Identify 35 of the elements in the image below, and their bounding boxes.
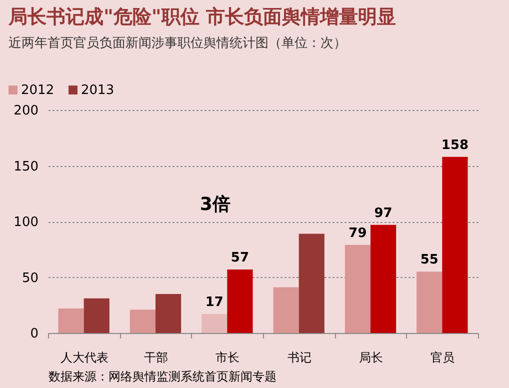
bar — [202, 314, 228, 333]
x-tick-label: 人大代表 — [60, 350, 108, 364]
data-label: 97 — [374, 206, 392, 221]
bar — [58, 308, 84, 333]
data-label: 17 — [205, 295, 224, 310]
x-tick-label: 局长 — [359, 350, 383, 364]
bar — [298, 234, 324, 333]
bar — [273, 287, 299, 333]
legend-label: 2013 — [81, 83, 114, 98]
bar — [84, 298, 110, 333]
legend-label: 2012 — [21, 83, 54, 98]
source-note: 数据来源：网络舆情监测系统首页新闻专题 — [48, 370, 276, 384]
chart-title: 局长书记成"危险"职位 市长负面舆情增量明显 — [8, 6, 396, 28]
data-label: 57 — [230, 250, 250, 266]
bar — [156, 294, 182, 333]
bar — [370, 224, 396, 333]
x-tick-label: 书记 — [287, 350, 312, 364]
data-label: 79 — [348, 226, 367, 241]
x-tick-label: 官员 — [430, 350, 455, 364]
data-label: 55 — [420, 252, 438, 268]
annotation: 3倍 — [200, 194, 230, 215]
data-label: 158 — [441, 138, 469, 153]
chart-subtitle: 近两年首页官员负面新闻涉事职位舆情统计图（单位：次） — [8, 35, 347, 51]
bar — [416, 272, 442, 333]
x-tick-label: 干部 — [144, 350, 168, 364]
y-tick-label: 50 — [22, 270, 38, 286]
y-tick-label: 0 — [30, 326, 38, 342]
bar — [344, 244, 370, 333]
bar — [227, 269, 253, 333]
y-tick-label: 150 — [14, 159, 38, 174]
x-tick-label: 市长 — [216, 350, 240, 364]
y-tick-label: 200 — [14, 104, 38, 118]
bar — [442, 156, 468, 333]
bar — [130, 310, 156, 333]
y-tick-label: 100 — [14, 215, 38, 230]
